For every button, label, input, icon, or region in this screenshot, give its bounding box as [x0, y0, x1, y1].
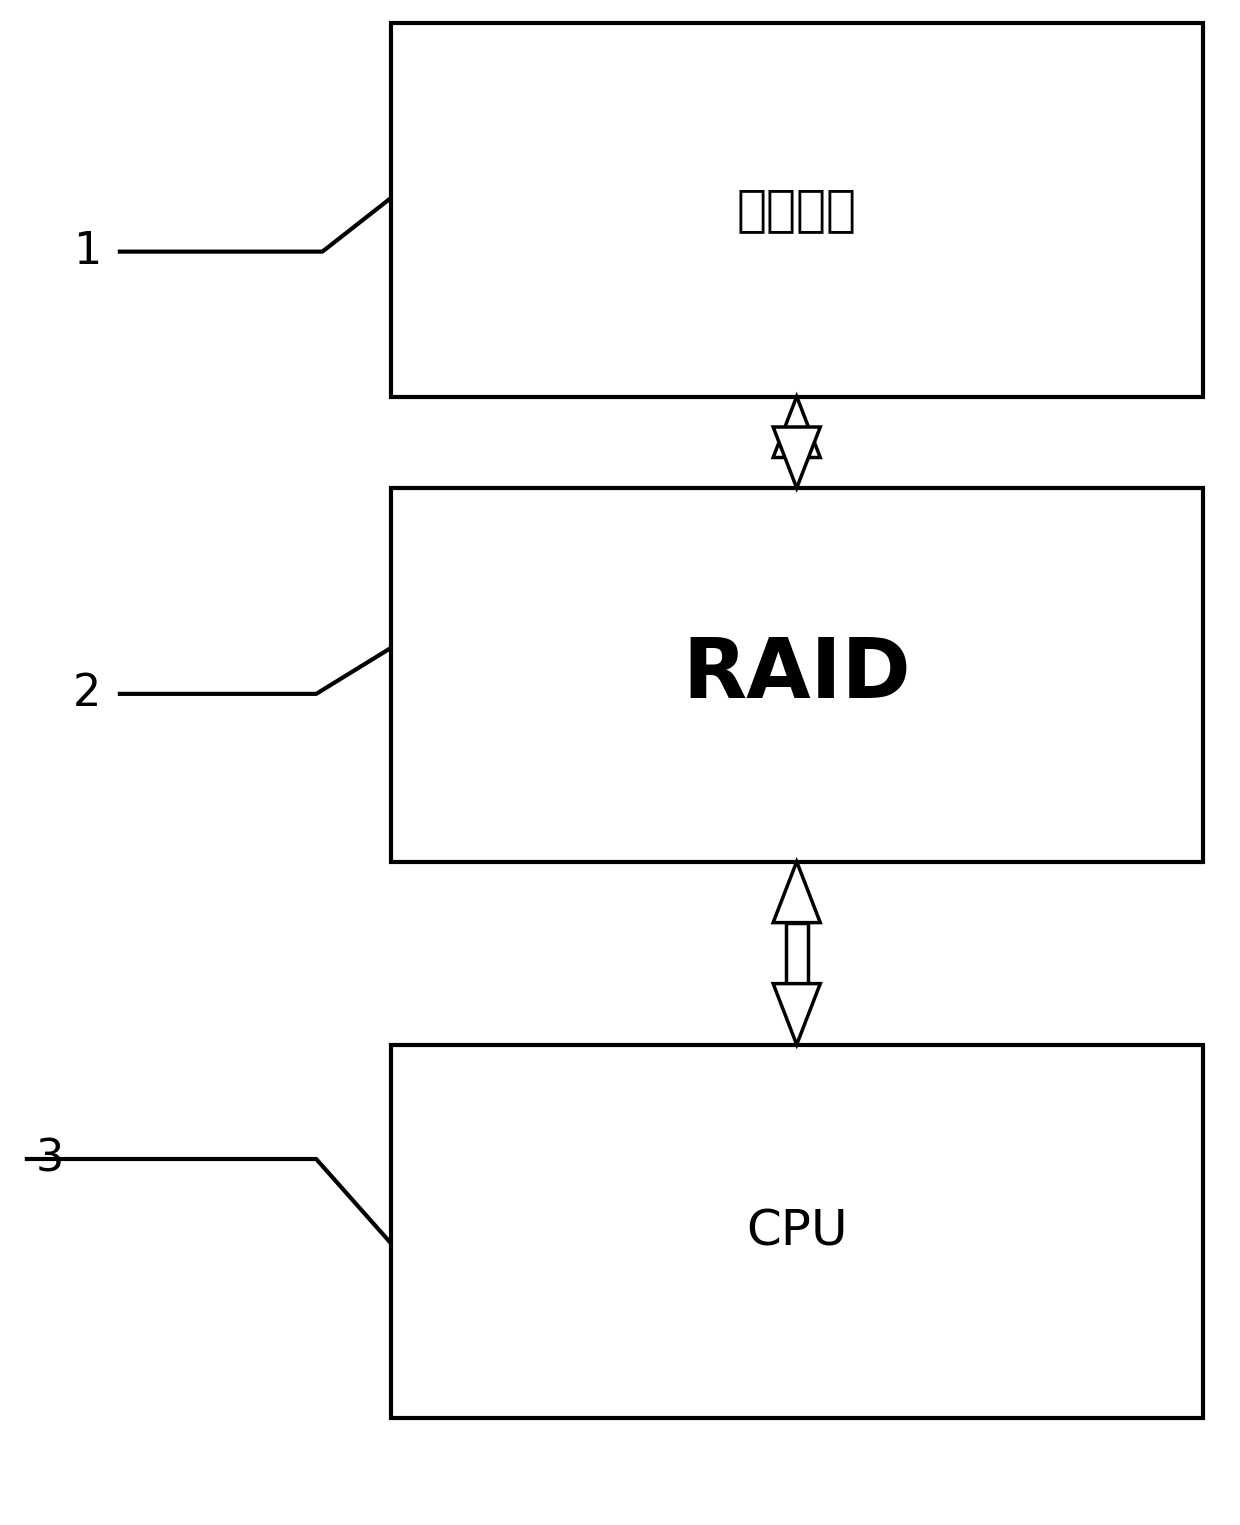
- Polygon shape: [774, 984, 821, 1045]
- Bar: [786, 923, 808, 984]
- Polygon shape: [774, 862, 821, 923]
- Bar: [786, 427, 808, 458]
- Text: RAID: RAID: [682, 634, 911, 715]
- Text: 3: 3: [36, 1138, 63, 1180]
- Bar: [391, 23, 1203, 396]
- Polygon shape: [774, 427, 821, 488]
- Text: CPU: CPU: [746, 1208, 847, 1255]
- Text: 2: 2: [73, 673, 100, 715]
- Bar: [391, 1045, 1203, 1418]
- Polygon shape: [774, 396, 821, 458]
- Text: 1: 1: [73, 230, 100, 273]
- Text: 磁盘阵列: 磁盘阵列: [737, 186, 857, 233]
- Bar: [391, 488, 1203, 862]
